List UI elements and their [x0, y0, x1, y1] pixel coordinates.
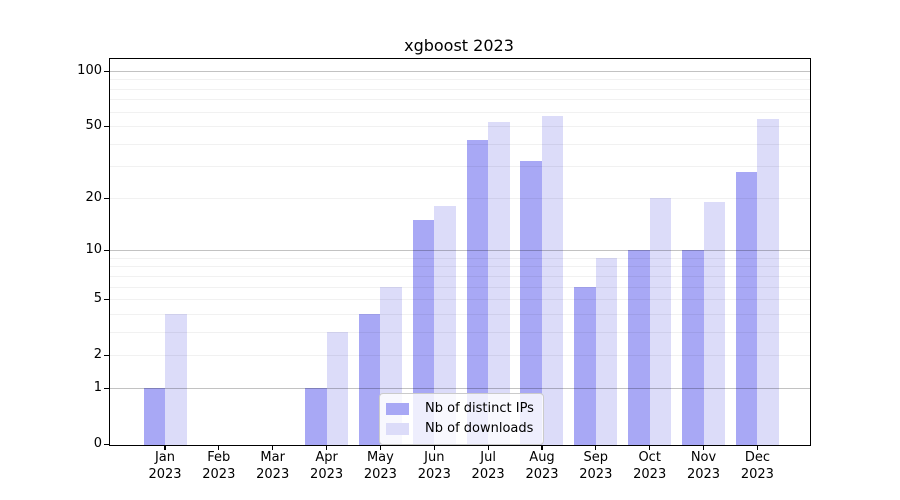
- gridline-80: [110, 88, 810, 90]
- gridline-5: [110, 299, 810, 301]
- x-tick-label-jul: Jul 2023: [471, 450, 505, 482]
- x-tick-mark: [756, 445, 758, 450]
- y-tick-label-1: 1: [93, 380, 102, 395]
- legend: Nb of distinct IPs Nb of downloads: [379, 393, 544, 445]
- gridline-50: [110, 126, 810, 128]
- x-tick-mark: [272, 445, 274, 450]
- legend-item-downloads: Nb of downloads: [386, 419, 535, 439]
- bar-sep-distinct-ips: [574, 286, 596, 445]
- gridline-4: [110, 313, 810, 315]
- y-tick-label-50: 50: [85, 118, 102, 134]
- grid-layer: [110, 59, 810, 445]
- bar-jan-downloads: [165, 313, 187, 445]
- gridline-8: [110, 266, 810, 268]
- bars-layer: [110, 59, 810, 445]
- bar-dec-downloads: [757, 118, 779, 445]
- bar-jul-distinct-ips: [466, 140, 489, 445]
- x-tick-label-oct: Oct 2023: [633, 450, 667, 482]
- bar-oct-distinct-ips: [628, 250, 650, 445]
- x-tick-mark: [649, 445, 651, 450]
- y-tick-label-10: 10: [85, 242, 102, 258]
- y-tick-mark: [104, 299, 109, 301]
- x-tick-label-nov: Nov 2023: [686, 450, 721, 482]
- gridline-2: [110, 355, 810, 357]
- bar-jun-distinct-ips: [412, 219, 435, 445]
- legend-swatch: [386, 403, 409, 415]
- y-tick-label-0: 0: [93, 436, 102, 451]
- gridline-40: [110, 143, 810, 145]
- gridline-10: [110, 250, 810, 252]
- x-tick-label-dec: Dec 2023: [740, 450, 774, 482]
- legend-label: Nb of distinct IPs: [425, 401, 534, 416]
- bar-oct-downloads: [649, 197, 672, 445]
- bar-dec-distinct-ips: [735, 171, 758, 445]
- bar-apr-downloads: [326, 331, 349, 445]
- gridline-3: [110, 331, 810, 333]
- gridline-20: [110, 197, 810, 199]
- y-tick-label-20: 20: [85, 189, 102, 205]
- x-tick-label-jun: Jun 2023: [417, 450, 451, 482]
- bar-nov-distinct-ips: [682, 250, 704, 445]
- gridline-7: [110, 275, 810, 277]
- bar-jun-downloads: [434, 206, 456, 445]
- x-tick-mark: [379, 445, 381, 450]
- x-tick-mark: [433, 445, 435, 450]
- bar-may-distinct-ips: [358, 313, 381, 445]
- x-tick-mark: [325, 445, 328, 450]
- y-tick-mark: [104, 355, 109, 357]
- gridline-90: [110, 79, 810, 81]
- y-tick-mark: [104, 250, 109, 252]
- x-tick-label-mar: Mar 2023: [256, 450, 290, 482]
- gridline-30: [110, 166, 810, 168]
- y-tick-label-2: 2: [93, 347, 102, 363]
- gridline-9: [110, 257, 810, 259]
- gridline-60: [110, 111, 810, 113]
- chart-title: xgboost 2023: [404, 36, 514, 55]
- y-tick-mark: [104, 197, 109, 200]
- bar-nov-downloads: [703, 201, 725, 445]
- bar-jul-downloads: [488, 121, 510, 445]
- y-tick-mark: [104, 444, 109, 446]
- legend-label: Nb of downloads: [425, 421, 534, 436]
- gridline-1: [110, 387, 810, 389]
- x-tick-label-may: May 2023: [363, 450, 397, 482]
- bar-apr-distinct-ips: [305, 387, 327, 445]
- x-tick-mark: [702, 445, 705, 450]
- bar-aug-downloads: [541, 115, 564, 445]
- y-tick-mark: [104, 71, 109, 73]
- y-tick-label-5: 5: [93, 291, 102, 307]
- plot-area: Nb of distinct IPs Nb of downloads: [109, 58, 811, 446]
- y-tick-label-100: 100: [77, 63, 102, 78]
- x-tick-label-feb: Feb 2023: [202, 450, 236, 482]
- x-tick-label-aug: Aug 2023: [525, 450, 559, 482]
- x-tick-mark: [595, 445, 597, 450]
- x-tick-label-sep: Sep 2023: [579, 450, 613, 482]
- gridline-70: [110, 99, 810, 101]
- x-tick-mark: [541, 445, 543, 450]
- gridline-100: [110, 71, 810, 72]
- y-tick-mark: [104, 126, 109, 128]
- gridline-6: [110, 286, 810, 288]
- y-tick-mark: [104, 388, 109, 390]
- legend-swatch: [386, 423, 409, 435]
- x-tick-mark: [218, 445, 220, 450]
- bar-jan-distinct-ips: [143, 387, 165, 445]
- legend-item-distinct-ips: Nb of distinct IPs: [386, 399, 535, 419]
- x-tick-mark: [487, 445, 489, 450]
- bar-sep-downloads: [595, 257, 618, 445]
- x-tick-label-jan: Jan 2023: [148, 450, 182, 482]
- x-tick-label-apr: Apr 2023: [310, 450, 344, 482]
- x-tick-mark: [164, 445, 166, 450]
- bar-aug-distinct-ips: [520, 161, 542, 445]
